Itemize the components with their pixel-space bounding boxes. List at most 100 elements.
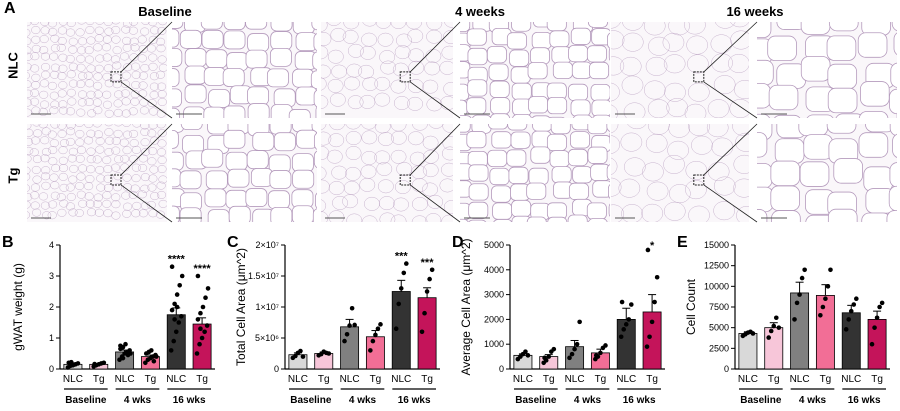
category-label: NLC <box>513 374 533 385</box>
y-tick-label: 0 <box>49 364 54 374</box>
data-point <box>298 348 303 354</box>
data-point <box>370 338 376 344</box>
data-point <box>174 292 180 297</box>
y-tick-label: 10000 <box>704 281 729 291</box>
category-label: NLC <box>565 374 585 385</box>
zoom-line <box>120 123 173 176</box>
data-point <box>654 274 660 280</box>
micrograph-nlc-baseline <box>27 21 317 119</box>
data-point <box>205 286 211 291</box>
data-point <box>546 354 552 359</box>
bar <box>841 312 861 370</box>
data-point <box>799 275 805 281</box>
data-point <box>577 319 582 325</box>
data-point <box>629 302 634 307</box>
y-tick-label: 5000 <box>709 323 729 333</box>
data-point <box>344 331 350 337</box>
group-label: 4 wks <box>349 395 377 406</box>
y-tick-label: 4 <box>49 240 54 250</box>
y-tick-label: 5×10⁶ <box>255 333 279 343</box>
data-point <box>422 310 427 316</box>
data-point <box>419 329 425 335</box>
group-label: 4 wks <box>799 395 827 406</box>
category-label: Tg <box>93 374 105 385</box>
zoom-line <box>703 21 758 73</box>
category-label: NLC <box>166 374 186 385</box>
y-tick-label: 2×10⁷ <box>255 240 279 250</box>
data-point <box>349 305 355 311</box>
data-point <box>143 360 148 366</box>
data-point <box>879 300 885 306</box>
data-point <box>197 341 202 347</box>
y-tick-label: 2000 <box>484 314 504 324</box>
zoom-line <box>409 21 461 73</box>
y-tick-label: 4000 <box>484 265 504 275</box>
category-label: NLC <box>340 374 360 385</box>
data-point <box>173 329 179 335</box>
data-point <box>828 267 833 273</box>
category-label: Tg <box>318 374 330 385</box>
data-point <box>593 353 599 358</box>
data-point <box>647 334 652 340</box>
significance-label: * <box>650 240 655 252</box>
data-point <box>802 267 807 273</box>
data-point <box>151 358 157 364</box>
data-point <box>877 304 882 310</box>
data-point <box>843 327 849 332</box>
data-point <box>645 247 651 253</box>
data-point <box>846 317 852 322</box>
data-point <box>567 355 572 361</box>
y-tick-label: 1.5×10⁷ <box>248 271 279 281</box>
zoom-line <box>703 81 758 119</box>
category-label: NLC <box>391 374 411 385</box>
data-point <box>404 261 409 266</box>
category-label: Tg <box>370 374 382 385</box>
data-point <box>574 341 580 347</box>
inset-box <box>399 71 411 83</box>
data-point <box>626 317 632 322</box>
micrograph-low-mag <box>611 124 749 222</box>
data-point <box>603 343 608 348</box>
data-point <box>771 323 777 329</box>
data-point <box>792 317 797 322</box>
bar <box>815 295 835 370</box>
y-tick-label: 1000 <box>484 339 504 349</box>
data-point <box>854 296 859 302</box>
data-point <box>75 361 81 366</box>
data-point <box>872 325 877 330</box>
data-point <box>71 362 77 367</box>
data-point <box>293 353 298 359</box>
data-point <box>401 270 407 276</box>
data-point <box>128 351 133 356</box>
category-label: NLC <box>288 374 308 385</box>
data-point <box>204 323 210 328</box>
micrograph-tg-16-weeks <box>611 123 897 223</box>
data-point <box>202 329 207 335</box>
data-point <box>326 351 332 356</box>
data-point <box>352 322 357 328</box>
data-point <box>149 348 154 353</box>
data-point <box>768 328 774 334</box>
category-label: Tg <box>543 374 555 385</box>
data-point <box>92 361 97 367</box>
data-point <box>195 317 201 322</box>
data-point <box>794 300 800 306</box>
data-point <box>818 312 823 318</box>
inset-box <box>110 174 122 186</box>
micrograph-tg-baseline <box>27 123 317 223</box>
y-tick-label: 2500 <box>709 343 729 353</box>
y-tick-label: 7500 <box>709 302 729 312</box>
group-label: 16 wks <box>398 395 431 406</box>
category-label: NLC <box>841 374 861 385</box>
category-label: Tg <box>145 374 157 385</box>
data-point <box>398 286 404 291</box>
data-point <box>200 304 206 310</box>
data-point <box>393 326 399 331</box>
category-label: Tg <box>768 374 780 385</box>
panel-letter: B <box>2 234 14 251</box>
column-title-4-weeks: 4 weeks <box>455 4 505 19</box>
zoom-line <box>120 81 173 119</box>
data-point <box>120 355 126 361</box>
data-point <box>179 314 184 319</box>
micrograph-low-mag <box>611 22 749 118</box>
